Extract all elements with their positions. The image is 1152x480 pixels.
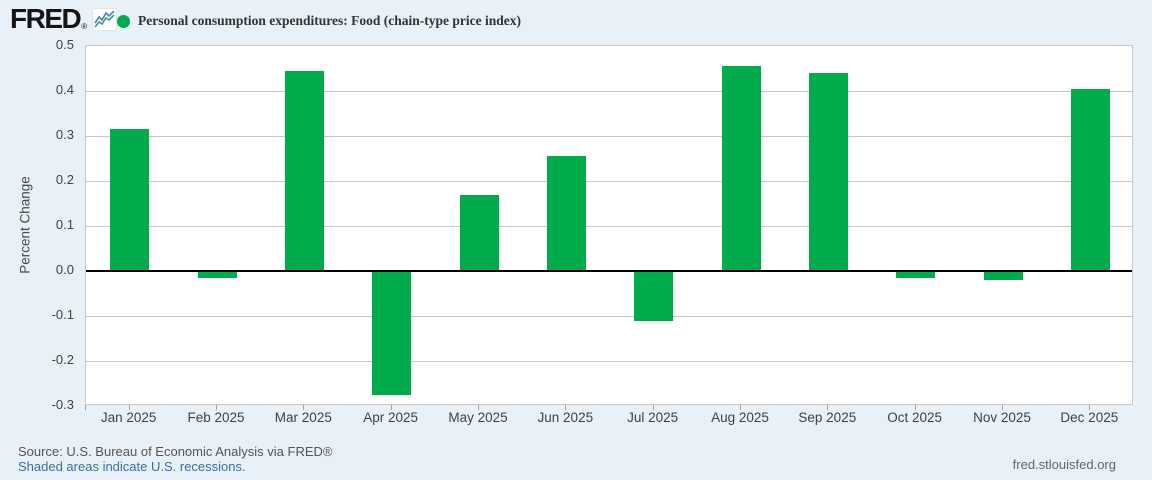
line-chart-icon <box>92 8 118 31</box>
x-tick-mark <box>478 405 479 410</box>
gridline <box>86 180 1132 182</box>
series-legend-dot <box>117 14 130 28</box>
x-tick-label: Dec 2025 <box>1060 410 1119 425</box>
x-tick-mark <box>740 405 741 410</box>
y-tick-label: -0.3 <box>51 397 74 412</box>
bar-sep-2025[interactable] <box>808 73 848 271</box>
gridline <box>86 360 1132 362</box>
x-tick-mark <box>128 405 130 410</box>
gridline <box>86 315 1132 317</box>
x-tick-mark <box>303 405 305 410</box>
x-tick-label: May 2025 <box>448 410 508 425</box>
series-legend: Personal consumption expenditures: Food … <box>117 13 521 29</box>
recessions-link[interactable]: Shaded areas indicate U.S. recessions. <box>18 459 246 474</box>
fred-logo-text: FRED <box>10 3 82 34</box>
source-text: Source: U.S. Bureau of Economic Analysis… <box>18 444 333 459</box>
x-tick-mark <box>216 405 217 410</box>
bar-mar-2025[interactable] <box>284 70 324 271</box>
bar-aug-2025[interactable] <box>721 66 761 271</box>
x-tick-label: Feb 2025 <box>187 410 245 425</box>
x-tick-label: Oct 2025 <box>887 410 943 425</box>
gridline <box>86 135 1132 137</box>
x-tick-mark <box>827 405 829 410</box>
axis-edge-tick <box>85 405 86 410</box>
bar-nov-2025[interactable] <box>983 271 1023 280</box>
x-tick-label: Jun 2025 <box>537 410 594 425</box>
x-tick-mark <box>1002 405 1003 410</box>
series-title[interactable]: Personal consumption expenditures: Food … <box>138 13 522 28</box>
x-tick-label: Mar 2025 <box>274 410 332 425</box>
bar-feb-2025[interactable] <box>197 271 237 278</box>
x-tick-mark <box>1089 405 1091 410</box>
registered-trademark: ® <box>81 22 88 31</box>
y-tick-label: 0.4 <box>55 82 74 97</box>
bar-may-2025[interactable] <box>459 194 499 271</box>
gridline <box>86 90 1132 92</box>
x-tick-label: Nov 2025 <box>973 410 1031 425</box>
x-tick-label: Aug 2025 <box>711 410 769 425</box>
x-tick-label: Apr 2025 <box>363 410 419 425</box>
x-tick-mark <box>565 405 567 410</box>
bar-jul-2025[interactable] <box>634 271 674 321</box>
bar-jun-2025[interactable] <box>546 156 586 271</box>
y-tick-label: 0.0 <box>55 262 74 277</box>
zero-line <box>86 270 1132 272</box>
bar-oct-2025[interactable] <box>896 271 936 278</box>
x-tick-label: Sep 2025 <box>798 410 857 425</box>
x-tick-mark <box>914 405 916 410</box>
gridline <box>86 225 1132 227</box>
y-tick-label: 0.5 <box>55 37 74 52</box>
y-tick-label: -0.2 <box>51 352 74 367</box>
bar-dec-2025[interactable] <box>1070 88 1110 271</box>
bar-apr-2025[interactable] <box>372 271 412 395</box>
fred-logo[interactable]: FRED ® <box>10 3 118 34</box>
x-tick-mark <box>390 405 392 410</box>
plot-area <box>85 45 1133 405</box>
y-tick-label: -0.1 <box>51 307 74 322</box>
y-tick-label: 0.1 <box>55 217 74 232</box>
y-tick-label: 0.2 <box>55 172 74 187</box>
fred-site-link[interactable]: fred.stlouisfed.org <box>1012 457 1116 472</box>
x-tick-label: Jan 2025 <box>100 410 157 425</box>
x-tick-mark <box>652 405 654 410</box>
bar-jan-2025[interactable] <box>110 129 150 271</box>
y-tick-label: 0.3 <box>55 127 74 142</box>
x-tick-label: Jul 2025 <box>627 410 679 425</box>
